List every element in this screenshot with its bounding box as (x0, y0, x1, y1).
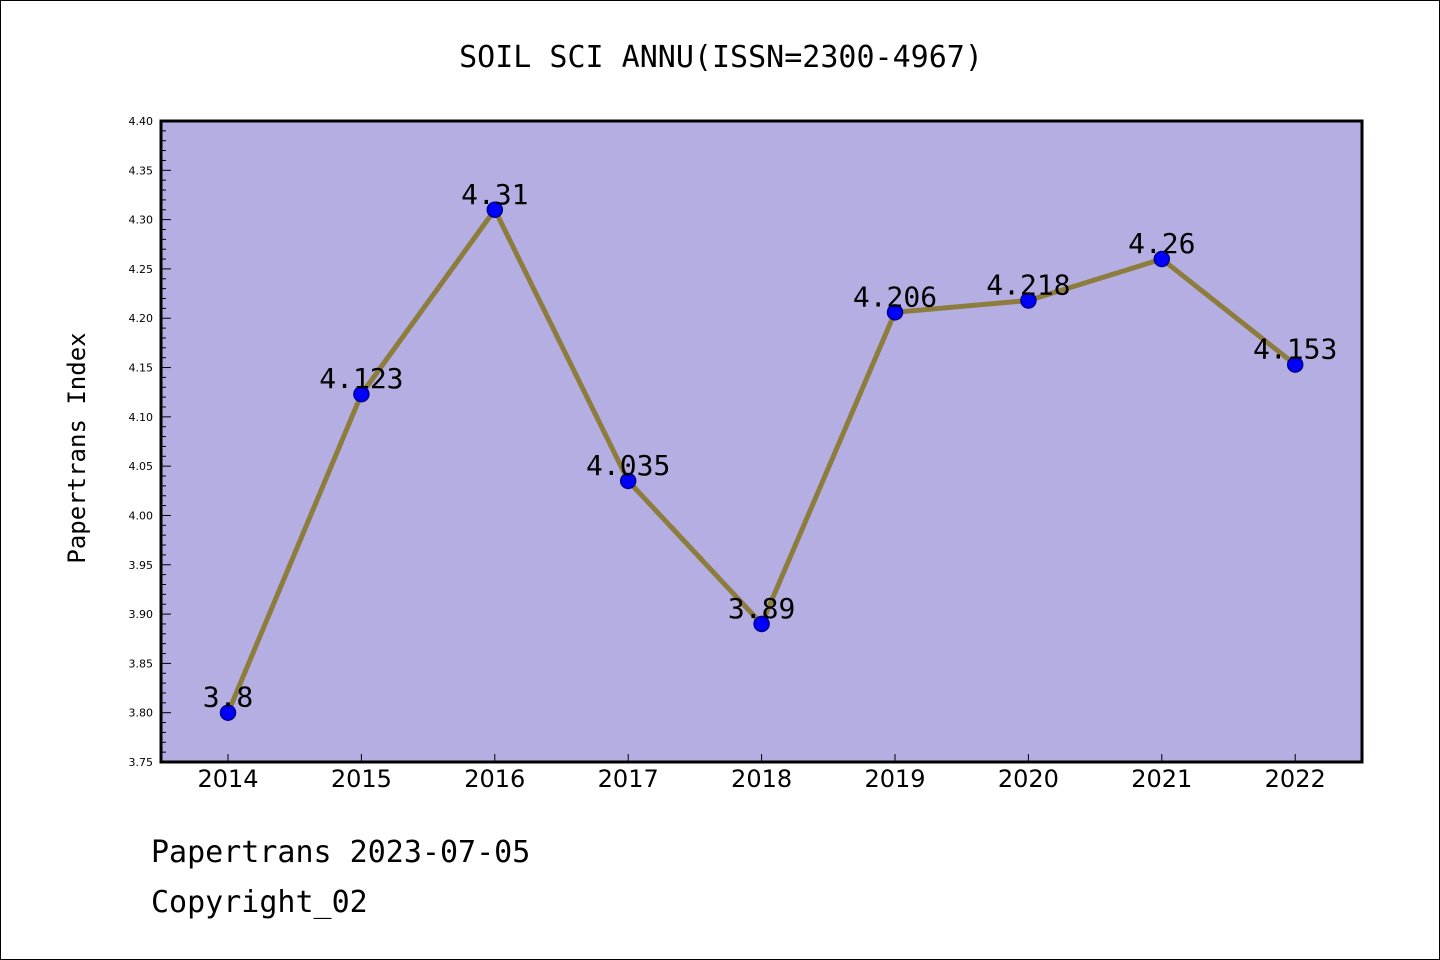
y-axis: 3.75 3.80 3.85 3.90 3.95 4.00 4.05 4.10 4.15 4.20… (129, 115, 171, 769)
data-label: 3.89 (728, 592, 795, 625)
x-tick-label: 2021 (1131, 765, 1192, 793)
x-tick-label: 2018 (731, 765, 792, 793)
x-tick-label: 2015 (331, 765, 392, 793)
data-label: 3.8 (203, 681, 254, 714)
y-tick-label: 3.85 (129, 657, 154, 670)
footer-copyright-text: Copyright_02 (151, 885, 368, 920)
data-point (353, 385, 370, 403)
x-tick-label: 2016 (464, 765, 525, 793)
data-label: 4.123 (319, 362, 403, 395)
data-point (219, 704, 237, 721)
data-label: 4.31 (461, 178, 528, 211)
y-tick-label: 4.35 (129, 164, 154, 177)
footer-date-text: Papertrans 2023-07-05 (151, 835, 531, 870)
data-point (886, 304, 904, 321)
y-tick-label: 4.30 (129, 214, 154, 227)
data-point (619, 472, 637, 490)
data-label: 4.206 (853, 280, 937, 313)
y-tick-label: 4.05 (129, 460, 154, 473)
y-tick-label: 4.40 (129, 115, 154, 128)
y-tick-label: 4.10 (129, 411, 154, 424)
x-tick-label: 2019 (864, 765, 925, 793)
data-label: 4.218 (986, 268, 1070, 301)
data-point (486, 201, 504, 219)
data-point (1153, 250, 1171, 268)
x-axis: 2014 2015 2016 2017 2018 2019 2020 2021 2022 (197, 754, 1326, 793)
y-tick-label: 4.15 (129, 362, 154, 375)
x-tick-label: 2017 (598, 765, 659, 793)
data-label: 4.153 (1253, 333, 1337, 366)
data-point (1286, 356, 1304, 373)
x-tick-label: 2020 (998, 765, 1059, 793)
plot-frame (159, 119, 1364, 764)
data-label: 4.035 (586, 449, 670, 482)
y-tick-label: 4.20 (129, 312, 154, 325)
series-line-group: 3.8 4.123 4.31 4.035 3.89 4.206 4.218 4.26 4.153 (203, 178, 1337, 721)
data-point (753, 615, 770, 633)
y-tick-label: 3.95 (129, 559, 154, 572)
y-tick-label: 3.90 (129, 608, 154, 621)
data-point (1020, 292, 1037, 309)
y-tick-label: 4.25 (129, 263, 154, 276)
y-tick-label: 3.75 (129, 756, 154, 769)
x-tick-label: 2014 (197, 765, 258, 793)
y-tick-label: 4.00 (129, 509, 154, 522)
plot-area (161, 121, 1362, 762)
chart-title: SOIL SCI ANNU(ISSN=2300-4967) (459, 40, 983, 75)
data-label: 4.26 (1128, 227, 1195, 260)
x-tick-label: 2022 (1265, 765, 1326, 793)
y-tick-label: 3.80 (129, 707, 154, 720)
y-axis-label: Papertrans Index (63, 332, 91, 563)
